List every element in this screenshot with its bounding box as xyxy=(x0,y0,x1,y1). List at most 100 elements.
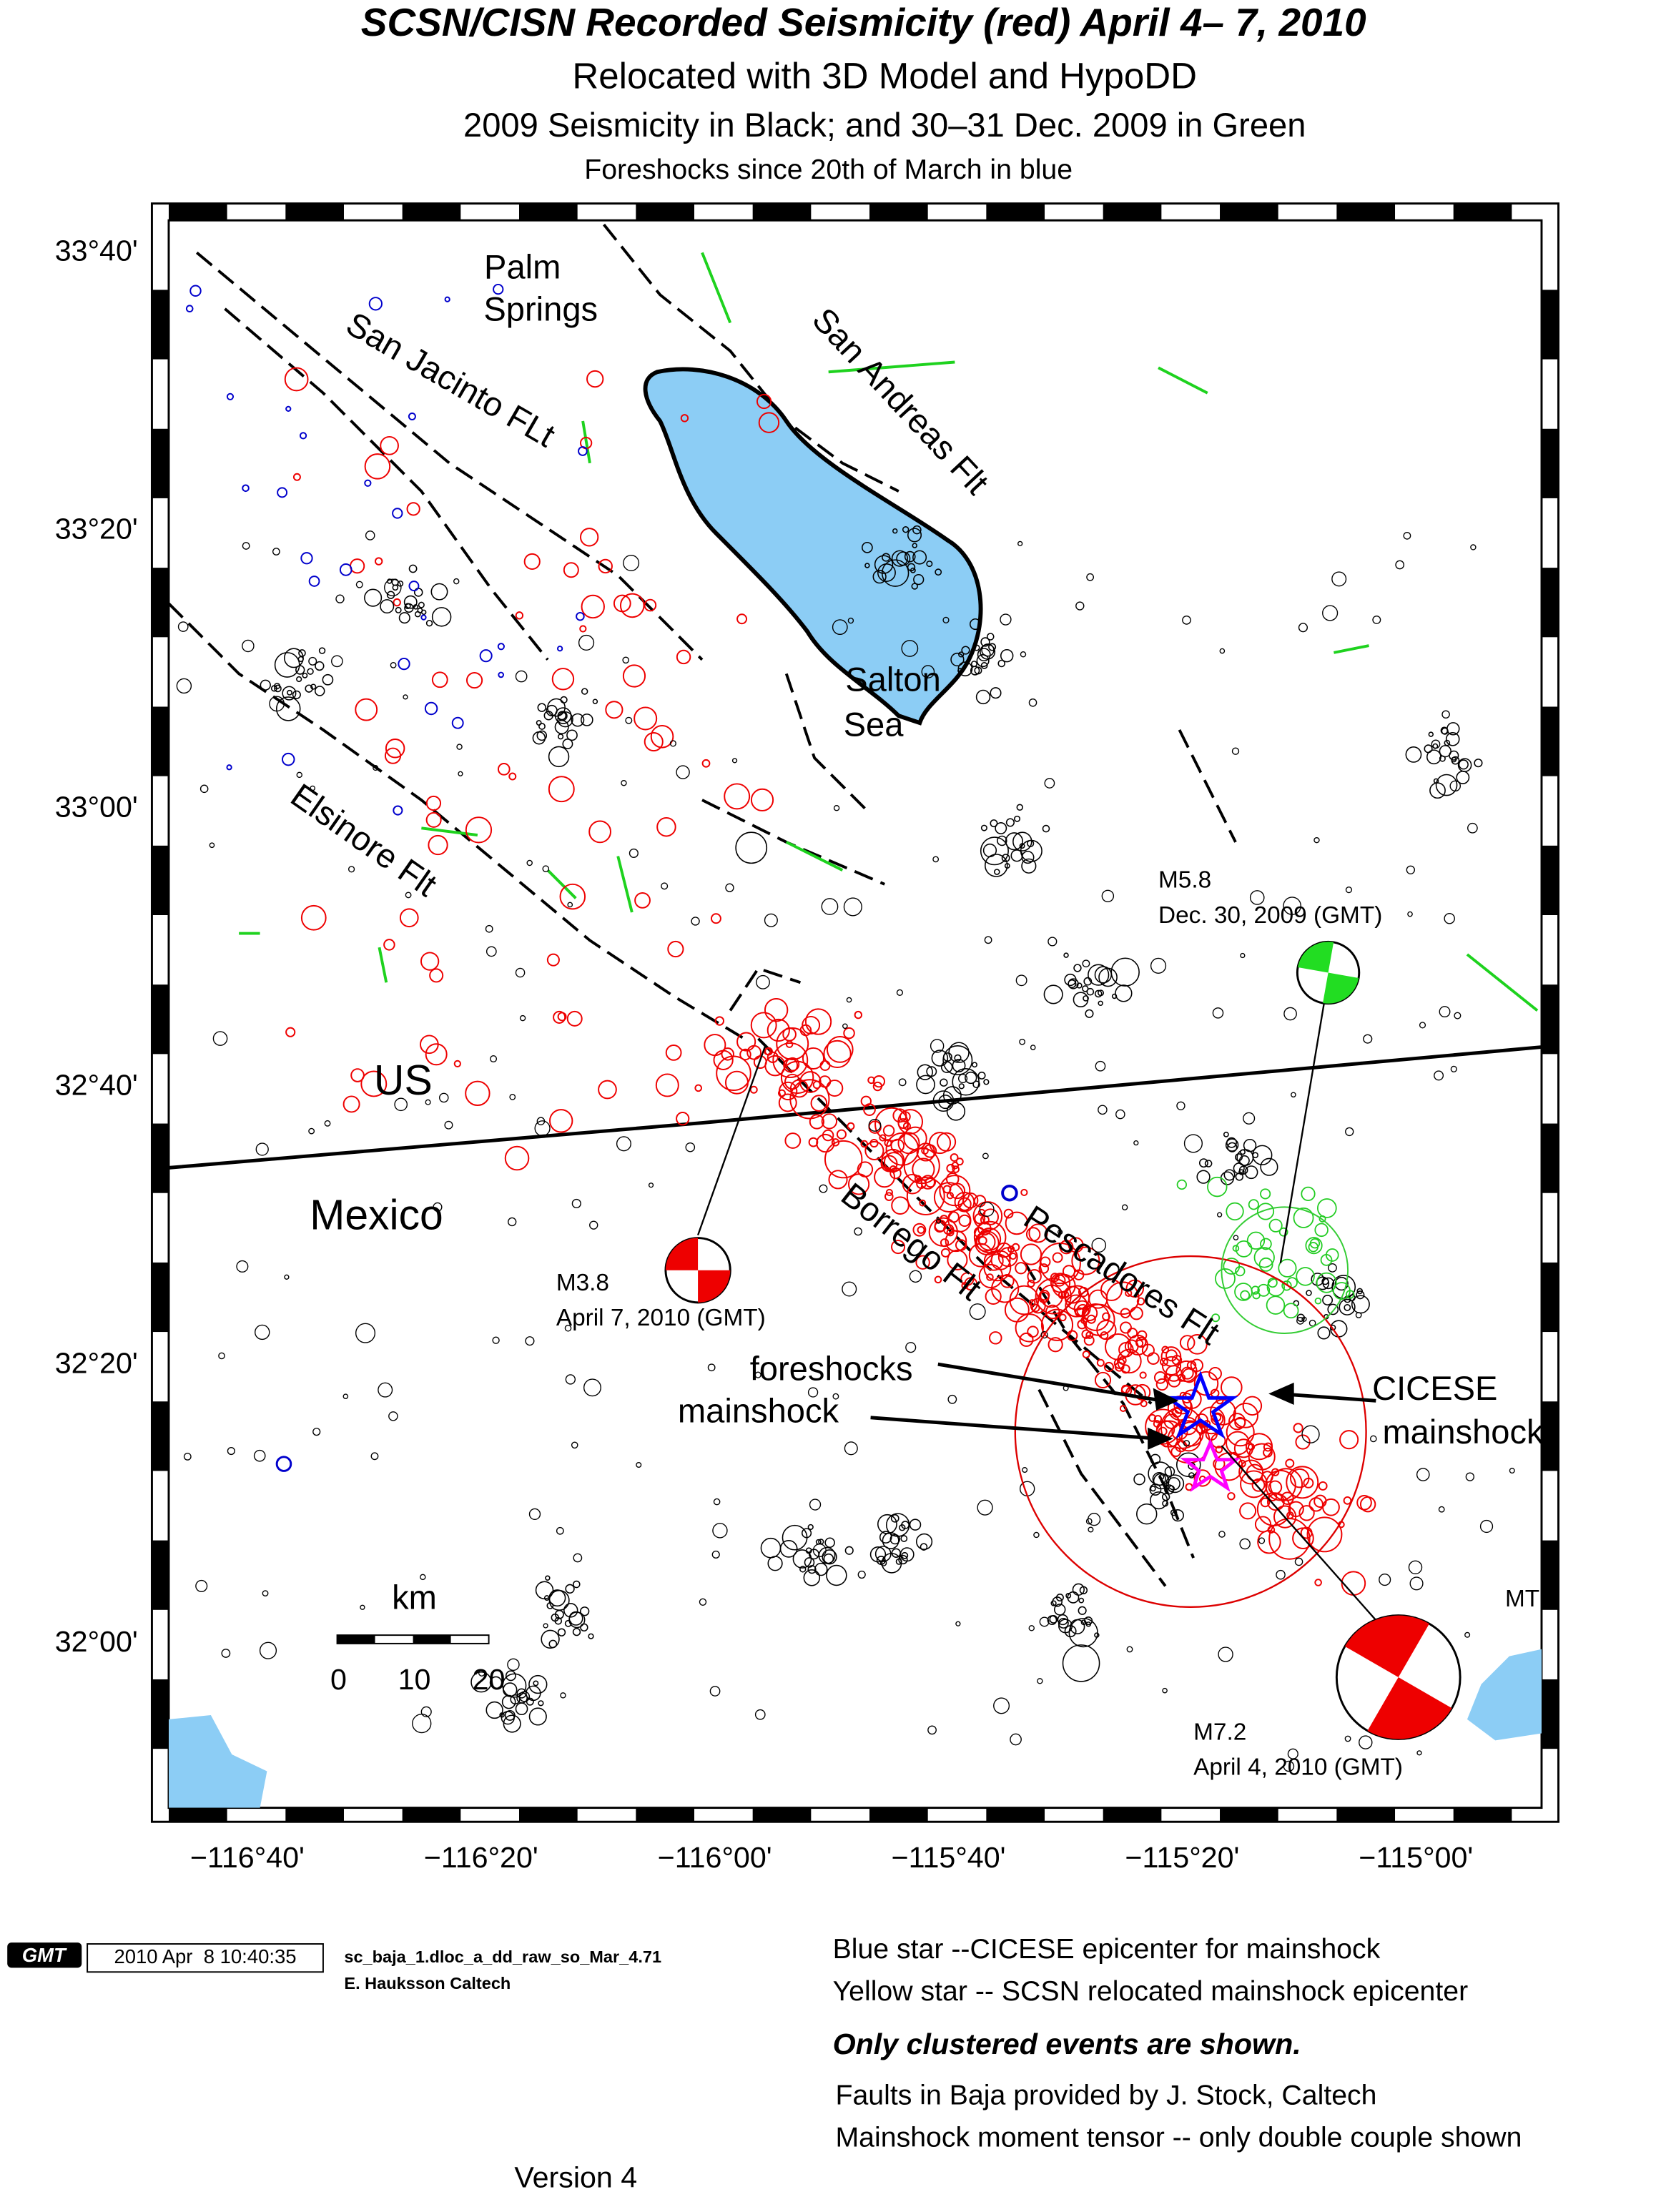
earthquake xyxy=(1057,1229,1063,1235)
earthquake xyxy=(1308,1497,1324,1512)
earthquake xyxy=(1037,1678,1043,1684)
timestamp: 2010 Apr 8 10:40:35 xyxy=(114,1945,296,1967)
earthquake xyxy=(292,473,301,481)
earthquake xyxy=(880,1155,898,1172)
earthquake xyxy=(1240,1470,1268,1498)
focal-mechanisms xyxy=(664,940,1461,1740)
earthquake xyxy=(809,1498,822,1511)
event-label: M5.8 xyxy=(1158,867,1211,894)
earthquake xyxy=(710,913,721,924)
earthquake xyxy=(1345,1127,1354,1137)
earthquake xyxy=(1223,1131,1229,1137)
earthquake xyxy=(1235,1240,1253,1258)
earthquake xyxy=(957,661,973,677)
earthquake xyxy=(731,758,738,764)
earthquake xyxy=(1339,1298,1356,1315)
subtitle: Relocated with 3D Model and HypoDD xyxy=(572,55,1197,96)
earthquake xyxy=(1004,1297,1030,1323)
earthquake xyxy=(913,573,925,586)
earthquake xyxy=(912,525,922,535)
earthquake xyxy=(342,1095,360,1113)
earthquake xyxy=(833,804,840,811)
earthquake xyxy=(1017,540,1023,546)
earthquake xyxy=(957,1073,968,1084)
earthquake xyxy=(1419,1022,1426,1029)
earthquake xyxy=(807,1565,817,1574)
earthquake xyxy=(1020,1243,1042,1265)
earthquake xyxy=(1080,1316,1088,1325)
earthquake xyxy=(1416,1750,1422,1756)
earthquake xyxy=(1281,1491,1294,1505)
earthquake xyxy=(403,595,418,609)
earthquake xyxy=(974,1213,986,1225)
earthquake xyxy=(857,1161,874,1177)
earthquake xyxy=(986,1273,994,1281)
earthquake xyxy=(1000,1273,1015,1288)
earthquake xyxy=(560,1692,566,1699)
place: Springs xyxy=(483,290,598,327)
earthquake xyxy=(1344,1735,1351,1742)
earthquake xyxy=(456,744,463,750)
earthquake xyxy=(799,1566,807,1573)
earthquake xyxy=(1171,1355,1183,1366)
earthquake xyxy=(832,619,848,636)
frame-tick xyxy=(1541,1123,1559,1193)
beachball-quadrant xyxy=(698,1270,731,1303)
earthquake xyxy=(1015,1262,1027,1275)
earthquake xyxy=(997,659,1006,668)
earthquake xyxy=(1225,1138,1239,1152)
earthquake xyxy=(383,939,395,951)
earthquake xyxy=(1346,1290,1355,1299)
frame-ticks xyxy=(152,203,1559,1822)
lat-label: 32°00' xyxy=(55,1625,138,1658)
earthquake xyxy=(1077,1319,1088,1330)
earthquake xyxy=(1038,1263,1050,1274)
earthquake xyxy=(1076,982,1083,989)
frame-tick xyxy=(152,428,169,498)
earthquake xyxy=(916,1075,935,1095)
magenta-star xyxy=(1180,1438,1241,1492)
earthquake xyxy=(331,655,343,668)
earthquake xyxy=(368,297,383,311)
earthquake xyxy=(1068,978,1079,989)
earthquake xyxy=(1176,1101,1186,1110)
earthquake xyxy=(902,526,910,533)
earthquake xyxy=(917,1225,925,1234)
earthquake xyxy=(1150,1491,1168,1510)
earthquake xyxy=(821,1113,838,1130)
earthquake xyxy=(714,1016,725,1026)
earthquake xyxy=(1060,1290,1070,1299)
earthquake xyxy=(176,678,192,694)
earthquake xyxy=(1162,1687,1168,1694)
earthquake xyxy=(1226,1137,1237,1148)
earthquake xyxy=(1424,744,1433,754)
frame-tick xyxy=(752,1807,812,1822)
earthquake xyxy=(564,1324,572,1332)
earthquake xyxy=(1163,1413,1180,1429)
place: Palm xyxy=(484,247,561,285)
earthquake xyxy=(1416,1468,1430,1481)
earthquake xyxy=(253,1449,266,1462)
earthquake xyxy=(1150,1453,1161,1465)
earthquake xyxy=(1439,1006,1451,1018)
earthquake xyxy=(272,548,280,556)
frame-tick xyxy=(1541,1401,1559,1471)
event-circle xyxy=(1221,1206,1349,1335)
earthquake xyxy=(1111,993,1118,999)
earthquake xyxy=(911,583,918,590)
earthquake xyxy=(1248,1199,1259,1210)
earthquake xyxy=(955,1621,961,1626)
earthquake xyxy=(1048,1337,1063,1353)
version: Version 4 xyxy=(514,2161,637,2194)
earthquake xyxy=(676,1112,690,1126)
earthquake xyxy=(1339,1430,1359,1450)
earthquake xyxy=(1044,778,1055,789)
earthquake xyxy=(1115,1109,1125,1120)
earthquake xyxy=(563,562,579,578)
earthquake xyxy=(685,1142,696,1152)
earthquake xyxy=(1449,780,1461,792)
earthquake xyxy=(1226,1418,1255,1447)
earthquake xyxy=(226,392,235,400)
earthquake xyxy=(1078,1606,1087,1615)
earthquake xyxy=(1164,1466,1175,1477)
